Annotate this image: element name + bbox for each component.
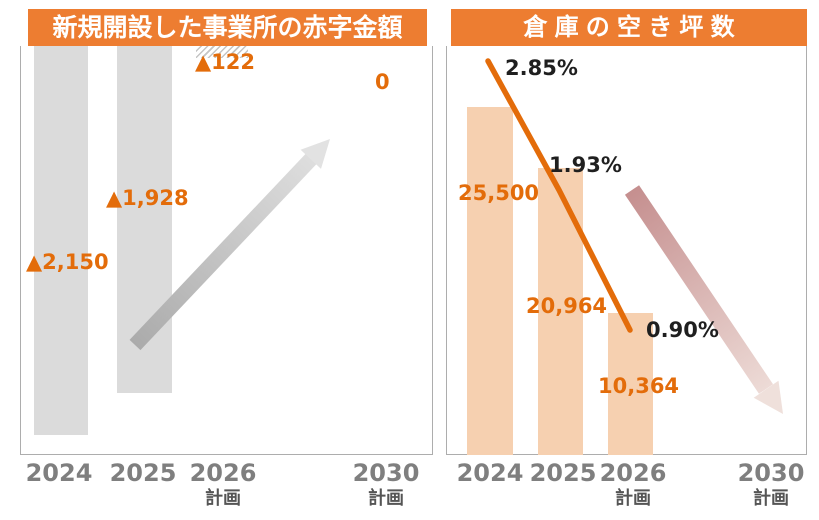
x-label-deficit-2026: 2026 計画 bbox=[189, 459, 257, 510]
pct-label-2026: 0.90% bbox=[646, 318, 719, 342]
x-label-vacancy-2030: 2030 計画 bbox=[737, 459, 805, 510]
pct-label-2024: 2.85% bbox=[505, 56, 578, 80]
plan-label bbox=[457, 488, 524, 510]
data-label-vacancy-2026: 10,364 bbox=[598, 374, 680, 398]
data-label-vacancy-2025: 20,964 bbox=[526, 294, 608, 318]
year-label: 2030 bbox=[737, 459, 805, 487]
plan-label: 計画 bbox=[204, 487, 241, 509]
panel-title-vacancy: 倉庫の空き坪数 bbox=[451, 9, 807, 46]
year-label: 2030 bbox=[352, 459, 420, 487]
plan-label bbox=[110, 488, 177, 510]
plan-label: 計画 bbox=[752, 487, 789, 509]
panel-title-deficit: 新規開設した事業所の赤字金額 bbox=[28, 9, 427, 46]
x-label-vacancy-2026: 2026 計画 bbox=[599, 459, 667, 510]
x-label-vacancy-2025: 2025 bbox=[529, 459, 597, 510]
year-label: 2024 bbox=[456, 459, 524, 487]
data-label-deficit-2026: ▲122 bbox=[195, 50, 255, 74]
year-label: 2026 bbox=[599, 459, 667, 487]
plan-label bbox=[530, 488, 597, 510]
x-label-deficit-2030: 2030 計画 bbox=[352, 459, 420, 510]
plan-label bbox=[26, 488, 93, 510]
year-label: 2025 bbox=[529, 459, 597, 487]
year-label: 2026 bbox=[189, 459, 257, 487]
x-label-vacancy-2024: 2024 bbox=[456, 459, 524, 510]
bar-vacancy-2024 bbox=[467, 107, 513, 455]
data-label-deficit-2024: ▲2,150 bbox=[26, 250, 109, 274]
bar-deficit-2026-hatched bbox=[196, 46, 248, 58]
x-label-deficit-2024: 2024 bbox=[25, 459, 93, 510]
year-label: 2024 bbox=[25, 459, 93, 487]
year-label: 2025 bbox=[109, 459, 177, 487]
plan-label: 計画 bbox=[367, 487, 404, 509]
data-label-vacancy-2024: 25,500 bbox=[458, 181, 540, 205]
data-label-deficit-2030: 0 bbox=[375, 70, 390, 94]
pct-label-2025: 1.93% bbox=[549, 153, 622, 177]
x-label-deficit-2025: 2025 bbox=[109, 459, 177, 510]
bar-deficit-2024 bbox=[34, 46, 88, 435]
data-label-deficit-2025: ▲1,928 bbox=[106, 186, 189, 210]
bar-deficit-2025 bbox=[117, 46, 172, 393]
plan-label: 計画 bbox=[614, 487, 651, 509]
